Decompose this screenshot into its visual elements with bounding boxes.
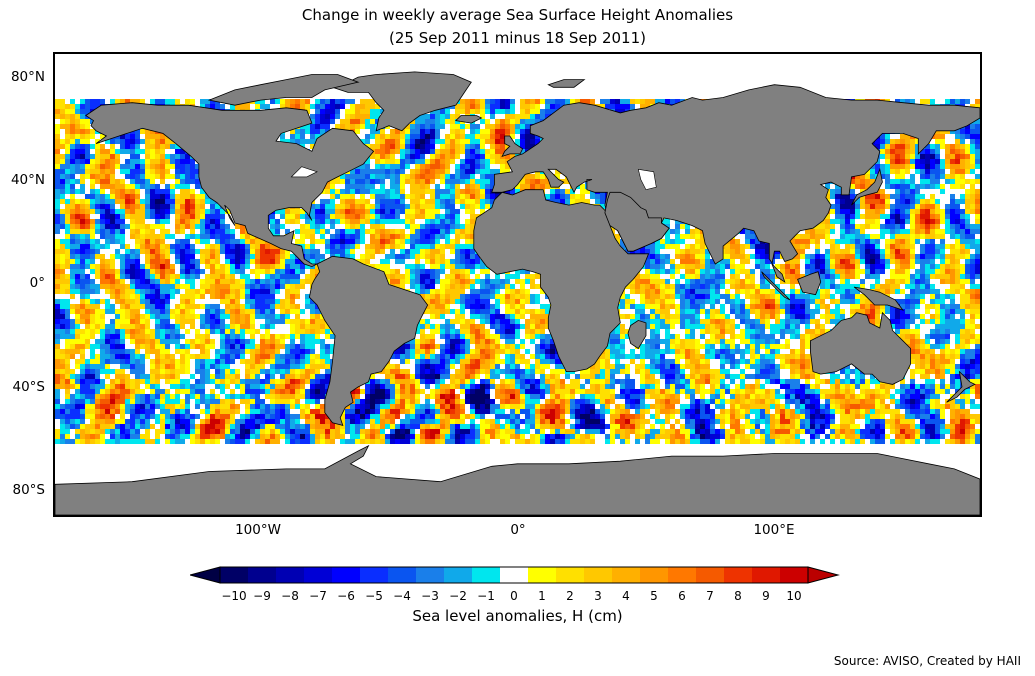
colorbar-tick-label: −3: [421, 589, 439, 603]
map-frame: [53, 52, 982, 517]
colorbar-tick-label: 7: [706, 589, 714, 603]
landmasses: [55, 71, 980, 515]
colorbar-swatch: [304, 567, 332, 583]
colorbar-tick-label: 6: [678, 589, 686, 603]
colorbar-swatch: [332, 567, 360, 583]
lat-label-80n: 80°N: [10, 69, 45, 85]
colorbar-swatch: [556, 567, 584, 583]
colorbar-tick-label: −1: [477, 589, 495, 603]
lat-label-40n: 40°N: [10, 172, 45, 188]
colorbar-tick-label: 8: [734, 589, 742, 603]
colorbar-tick-label: 4: [622, 589, 630, 603]
colorbar-swatch: [388, 567, 416, 583]
land-svalbard: [547, 79, 586, 88]
land-australia: [810, 311, 911, 385]
colorbar-tick-label: −4: [393, 589, 411, 603]
colorbar-tick-label: 0: [510, 589, 518, 603]
land-iceland: [454, 115, 483, 124]
colorbar-swatch: [752, 567, 780, 583]
land-north-america: [85, 102, 375, 268]
colorbar-tick-label: 3: [594, 589, 602, 603]
colorbar-tick-label: 9: [762, 589, 770, 603]
lon-label-100e: 100°E: [753, 522, 795, 538]
colorbar: [190, 566, 840, 584]
colorbar-swatch: [780, 567, 808, 583]
colorbar-swatch: [640, 567, 668, 583]
colorbar-swatch: [276, 567, 304, 583]
colorbar-under-arrow: [190, 566, 221, 584]
colorbar-tick-label: 1: [538, 589, 546, 603]
colorbar-tick-label: 10: [786, 589, 802, 603]
colorbar-swatch: [612, 567, 640, 583]
land-indonesia-borneo: [797, 271, 822, 296]
colorbar-tick-label: −10: [221, 589, 247, 603]
lon-label-100w: 100°W: [235, 522, 281, 538]
land-sumatra: [761, 271, 791, 301]
land-new-guinea: [853, 286, 904, 311]
colorbar-tick-label: −5: [365, 589, 383, 603]
colorbar-tick-label: −6: [337, 589, 355, 603]
lon-label-0: 0°: [510, 522, 526, 538]
colorbar-swatch: [220, 567, 248, 583]
colorbar-tick-label: −2: [449, 589, 467, 603]
land-japan: [851, 167, 883, 206]
land-antarctica: [55, 444, 980, 515]
land-eurasia: [491, 84, 980, 283]
colorbar-swatch: [416, 567, 444, 583]
colorbar-swatch: [444, 567, 472, 583]
land-greenland: [331, 71, 472, 132]
land-madagascar: [627, 319, 647, 350]
source-credit: Source: AVISO, Created by HAII: [833, 654, 1021, 668]
map-title: Change in weekly average Sea Surface Hei…: [301, 6, 734, 24]
lat-label-80s: 80°S: [12, 482, 46, 498]
colorbar-swatch: [668, 567, 696, 583]
colorbar-swatch: [472, 567, 500, 583]
colorbar-tick-label: −7: [309, 589, 327, 603]
land-uk: [501, 135, 524, 158]
colorbar-swatch: [696, 567, 724, 583]
colorbar-swatch: [528, 567, 556, 583]
colorbar-swatch: [248, 567, 276, 583]
land-arctic-islands: [207, 74, 360, 106]
lat-label-0: 0°: [29, 275, 45, 291]
lake: [637, 168, 657, 191]
land-new-zealand: [946, 370, 976, 403]
land-africa: [473, 189, 650, 373]
colorbar-tick-label: 2: [566, 589, 574, 603]
world-map: [55, 54, 980, 515]
colorbar-swatch: [724, 567, 752, 583]
colorbar-swatch: [500, 567, 528, 583]
lake: [290, 166, 318, 178]
map-subtitle: (25 Sep 2011 minus 18 Sep 2011): [389, 29, 646, 47]
colorbar-over-arrow: [807, 566, 840, 584]
colorbar-tick-label: −9: [253, 589, 271, 603]
colorbar-tick-label: 5: [650, 589, 658, 603]
colorbar-outline: [219, 566, 809, 584]
land-arabia: [604, 191, 670, 252]
colorbar-label: Sea level anomalies, H (cm): [412, 607, 623, 625]
colorbar-swatch: [360, 567, 388, 583]
land-south-america: [308, 255, 429, 426]
colorbar-tick-label: −8: [281, 589, 299, 603]
colorbar-swatch: [584, 567, 612, 583]
lat-label-40s: 40°S: [12, 379, 46, 395]
